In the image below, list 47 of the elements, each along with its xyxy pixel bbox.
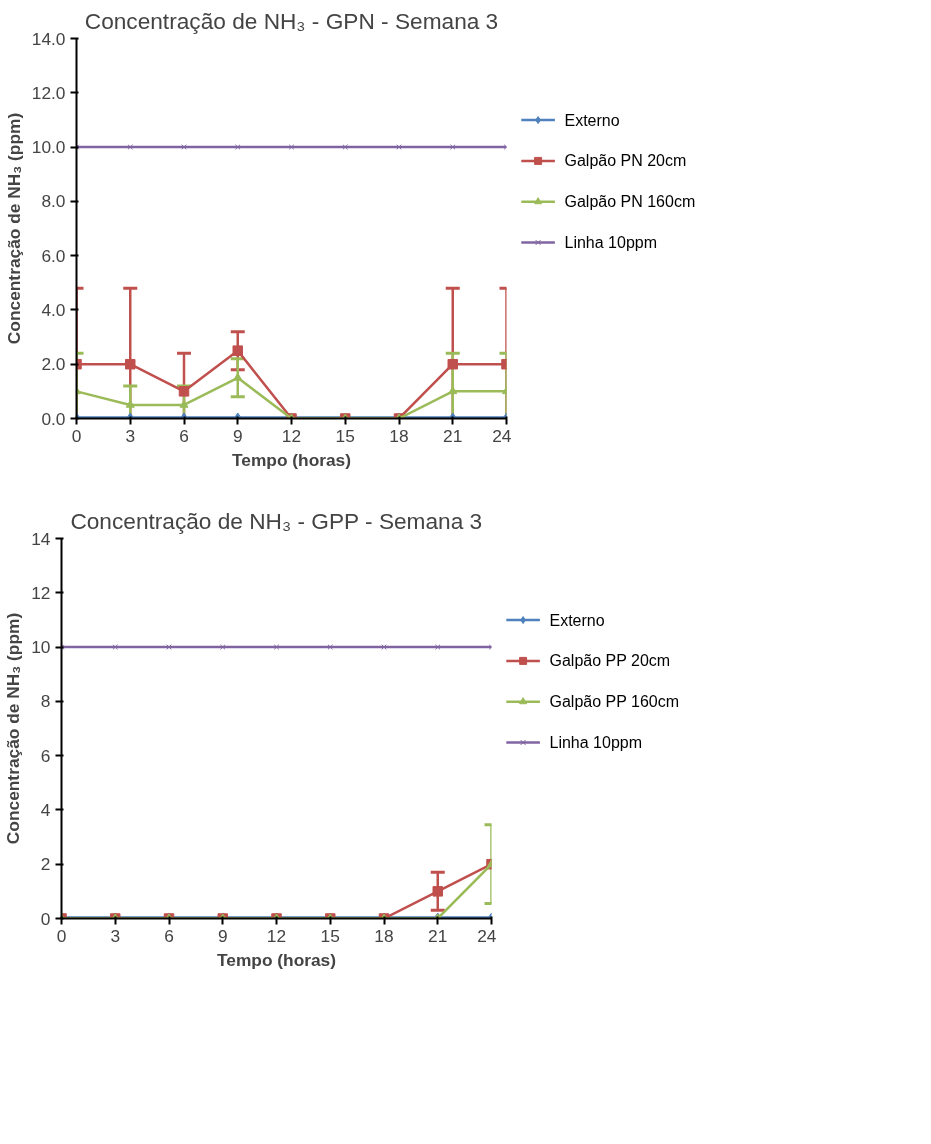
- chart-title: Concentração de NH₃ - GPP - Semana 3: [70, 507, 483, 534]
- x-tick-label: 12: [266, 925, 287, 946]
- y-tick-label: 2: [40, 854, 51, 875]
- y-tick-label: 6: [40, 745, 51, 766]
- x-tick-label: 3: [125, 425, 136, 446]
- y-tick-label: 8.0: [41, 191, 66, 212]
- y-axis-title: Concentração de NH₃ (ppm): [3, 612, 24, 845]
- chart-title: Concentração de NH₃ - GPN - Semana 3: [84, 7, 499, 34]
- y-tick-label: 8: [40, 691, 51, 712]
- y-tick-label: 14: [31, 528, 51, 549]
- x-tick-label: 0: [71, 425, 82, 446]
- y-tick-label: 4.0: [41, 299, 66, 320]
- legend-label: Galpão PN 20cm: [564, 152, 687, 170]
- x-tick-label: 9: [232, 425, 243, 446]
- x-tick-label: 15: [335, 425, 355, 446]
- x-axis-title: Tempo (horas): [231, 449, 352, 470]
- y-tick-label: 12: [31, 582, 51, 603]
- y-tick-label: 10.0: [31, 137, 66, 158]
- x-tick-label: 6: [164, 925, 174, 946]
- x-tick-label: 6: [179, 425, 189, 446]
- x-tick-label: 3: [110, 925, 121, 946]
- y-tick-label: 0.0: [41, 408, 66, 429]
- y-axis-title: Concentração de NH₃ (ppm): [3, 112, 24, 345]
- x-tick-label: 21: [443, 425, 463, 446]
- y-tick-label: 0: [40, 908, 51, 929]
- legend-label: Galpão PN 160cm: [564, 193, 696, 211]
- x-tick-label: 12: [281, 425, 302, 446]
- legend-label: Externo: [549, 611, 605, 629]
- x-tick-label: 9: [217, 925, 228, 946]
- legend-label: Externo: [564, 111, 620, 129]
- x-tick-label: 24: [477, 925, 497, 946]
- y-tick-label: 14.0: [31, 28, 66, 49]
- x-tick-label: 15: [320, 925, 340, 946]
- x-tick-label: 21: [428, 925, 448, 946]
- x-tick-label: 24: [492, 425, 512, 446]
- y-tick-label: 12.0: [31, 82, 66, 103]
- y-tick-label: 2.0: [41, 354, 66, 375]
- legend-label: Galpão PP 160cm: [549, 693, 680, 711]
- x-tick-label: 18: [374, 925, 394, 946]
- y-tick-label: 10: [31, 637, 51, 658]
- legend-label: Linha 10ppm: [564, 234, 658, 251]
- x-tick-label: 18: [389, 425, 409, 446]
- y-tick-label: 6.0: [41, 245, 66, 266]
- y-tick-label: 4: [40, 799, 51, 820]
- x-axis-title: Tempo (horas): [216, 949, 337, 970]
- legend-label: Linha 10ppm: [549, 734, 643, 751]
- legend-label: Galpão PP 20cm: [549, 652, 671, 670]
